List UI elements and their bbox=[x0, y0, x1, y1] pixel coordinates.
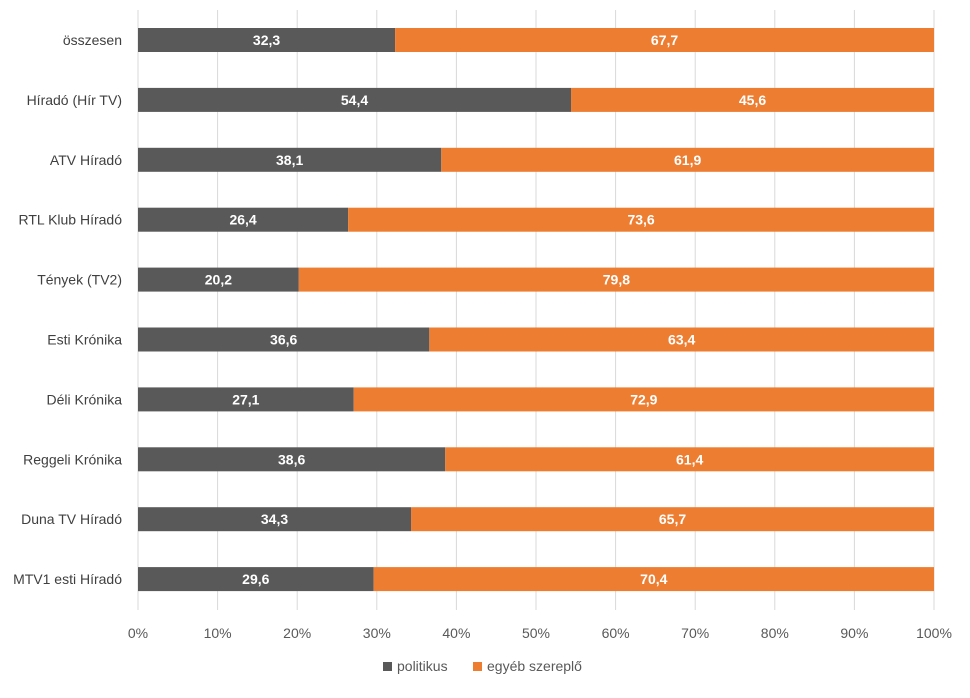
bar-segment bbox=[373, 567, 935, 592]
data-label: 36,6 bbox=[270, 332, 297, 348]
data-label: 26,4 bbox=[229, 212, 256, 228]
data-label: 20,2 bbox=[205, 272, 232, 288]
bar-segment bbox=[138, 28, 396, 52]
category-label: Duna TV Híradó bbox=[21, 511, 122, 527]
data-label: 61,4 bbox=[676, 451, 703, 467]
category-label: Tények (TV2) bbox=[37, 272, 122, 288]
category-label: Esti Krónika bbox=[47, 332, 122, 348]
bar-segment bbox=[441, 147, 934, 172]
bar-segment bbox=[353, 387, 934, 412]
bar-segment bbox=[138, 387, 354, 412]
bar-segment bbox=[138, 507, 412, 532]
bar-segment bbox=[138, 267, 299, 292]
x-tick-label: 30% bbox=[363, 625, 391, 641]
x-tick-label: 100% bbox=[916, 625, 952, 641]
bar-segment bbox=[138, 567, 374, 592]
x-tick-label: 50% bbox=[522, 625, 550, 641]
data-label: 73,6 bbox=[627, 212, 654, 228]
data-label: 38,1 bbox=[276, 152, 303, 168]
legend-swatch bbox=[473, 662, 482, 671]
x-tick-label: 60% bbox=[602, 625, 630, 641]
bar-segment bbox=[138, 147, 442, 172]
x-tick-label: 10% bbox=[204, 625, 232, 641]
data-label: 67,7 bbox=[651, 32, 678, 48]
bar-segment bbox=[411, 507, 934, 532]
x-tick-label: 0% bbox=[128, 625, 148, 641]
category-label: ATV Híradó bbox=[50, 152, 122, 168]
data-label: 27,1 bbox=[232, 391, 259, 407]
bar-segment bbox=[395, 28, 934, 52]
bar-segment bbox=[445, 447, 934, 472]
category-label: Híradó (Hír TV) bbox=[27, 92, 122, 108]
data-label: 54,4 bbox=[341, 92, 368, 108]
bar-segment bbox=[298, 267, 934, 292]
data-label: 34,3 bbox=[261, 511, 288, 527]
x-tick-label: 20% bbox=[283, 625, 311, 641]
bar-segment bbox=[138, 447, 446, 472]
bar-segment bbox=[429, 327, 934, 352]
legend-label: egyéb szereplő bbox=[487, 658, 582, 674]
data-label: 70,4 bbox=[640, 571, 667, 587]
x-tick-label: 40% bbox=[442, 625, 470, 641]
data-label: 79,8 bbox=[603, 272, 630, 288]
legend-label: politikus bbox=[397, 658, 448, 674]
bar-segment bbox=[138, 87, 572, 112]
x-tick-label: 70% bbox=[681, 625, 709, 641]
bar-segment bbox=[348, 207, 934, 232]
category-label: MTV1 esti Híradó bbox=[13, 571, 122, 587]
x-tick-label: 90% bbox=[840, 625, 868, 641]
x-tick-label: 80% bbox=[761, 625, 789, 641]
data-label: 45,6 bbox=[739, 92, 766, 108]
category-label: összesen bbox=[63, 32, 122, 48]
data-label: 63,4 bbox=[668, 332, 695, 348]
data-label: 61,9 bbox=[674, 152, 701, 168]
bar-segment bbox=[138, 207, 349, 232]
data-label: 29,6 bbox=[242, 571, 269, 587]
bar-segment bbox=[138, 327, 430, 352]
data-label: 65,7 bbox=[659, 511, 686, 527]
data-label: 72,9 bbox=[630, 391, 657, 407]
category-label: Déli Krónika bbox=[47, 391, 123, 407]
category-label: RTL Klub Híradó bbox=[19, 212, 123, 228]
legend-swatch bbox=[383, 662, 392, 671]
data-label: 38,6 bbox=[278, 451, 305, 467]
bar-segment bbox=[571, 87, 934, 112]
category-label: Reggeli Krónika bbox=[23, 451, 122, 467]
data-label: 32,3 bbox=[253, 32, 280, 48]
